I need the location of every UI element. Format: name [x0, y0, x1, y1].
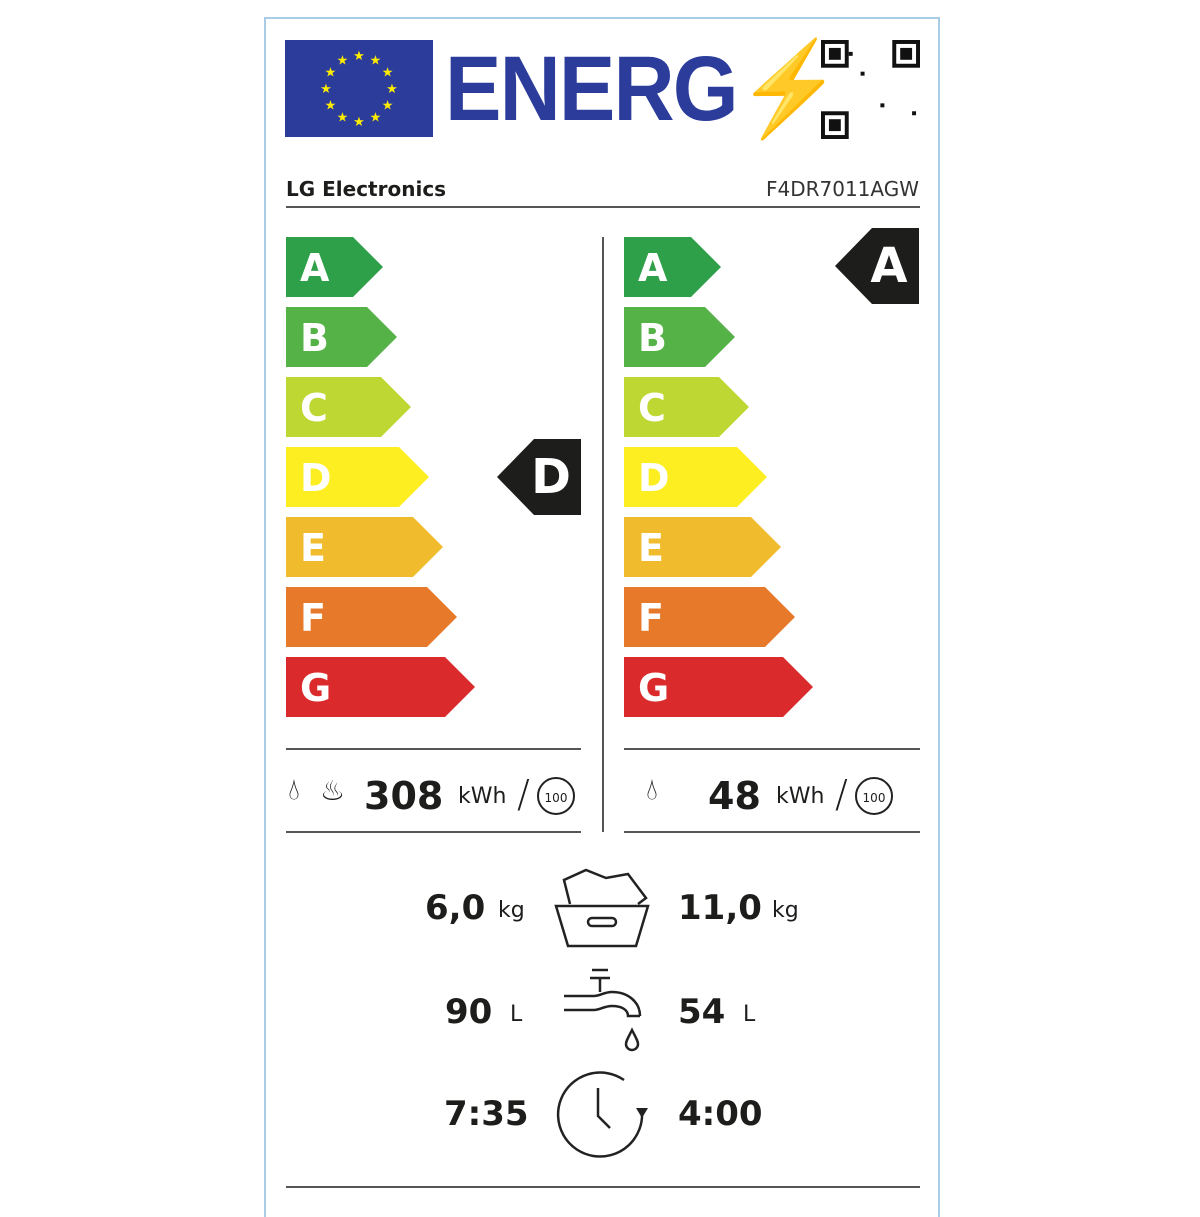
divider	[286, 748, 581, 750]
water-tap-icon	[564, 968, 642, 1052]
class-label-d: D	[300, 456, 332, 500]
water-unit: L	[743, 1002, 756, 1027]
class-arrow-c	[286, 377, 411, 437]
wash-capacity: 11,0	[678, 888, 762, 928]
brand-name: LG Electronics	[286, 177, 447, 201]
class-arrow-g	[624, 657, 813, 717]
class-label-e: E	[638, 526, 664, 570]
class-label-a: A	[300, 246, 330, 290]
class-label-a: A	[638, 246, 668, 290]
water-drop-icon: 💧︎	[646, 772, 658, 807]
water-drop-icon: 💧︎	[288, 772, 300, 807]
class-label-b: B	[638, 316, 667, 360]
class-label-c: C	[300, 386, 328, 430]
divider	[286, 1186, 920, 1188]
class-arrow-g	[286, 657, 475, 717]
star-icon: ★	[353, 49, 365, 64]
wash-duration: 4:00	[678, 1094, 763, 1134]
divider	[624, 748, 920, 750]
laundry-basket-icon	[554, 868, 650, 948]
class-arrow-e	[286, 517, 443, 577]
class-arrow-c	[624, 377, 749, 437]
star-icon: ★	[370, 53, 382, 68]
slash: /	[835, 772, 848, 816]
svg-text:D: D	[531, 449, 571, 505]
divider	[286, 831, 581, 833]
energy-logo-text: ENERG	[445, 38, 739, 140]
washdry-capacity: 6,0	[425, 888, 486, 928]
star-icon: ★	[386, 82, 398, 97]
energy-logo: ENERG⚡	[445, 36, 842, 143]
class-label-d: D	[638, 456, 670, 500]
class-label-c: C	[638, 386, 666, 430]
eu-flag-icon: ★ ★★★★★★★★★★★	[285, 40, 433, 137]
heat-icon: ♨︎	[320, 774, 346, 807]
wash-energy-unit: kWh	[776, 784, 825, 809]
star-icon: ★	[337, 111, 349, 126]
class-label-g: G	[638, 666, 669, 710]
star-icon: ★	[325, 66, 337, 81]
class-arrow-d	[624, 447, 767, 507]
star-icon: ★	[337, 53, 349, 68]
class-label-f: F	[638, 596, 664, 640]
class-arrow-f	[624, 587, 795, 647]
wash-water: 54	[678, 992, 726, 1032]
class-arrow-d	[286, 447, 429, 507]
class-arrow-a	[624, 237, 721, 297]
qr-code-icon[interactable]	[821, 40, 920, 139]
star-icon: ★	[353, 115, 365, 130]
class-arrow-b	[286, 307, 397, 367]
class-label-f: F	[300, 596, 326, 640]
clock-icon	[556, 1071, 648, 1158]
wash-energy-value: 48	[708, 774, 761, 818]
class-label-g: G	[300, 666, 331, 710]
class-arrow-f	[286, 587, 457, 647]
washdry-energy-unit: kWh	[458, 784, 507, 809]
washdry-water: 90	[445, 992, 493, 1032]
washdry-energy-value: 308	[364, 774, 444, 818]
wash-class-indicator: A	[835, 228, 919, 304]
svg-text:A: A	[870, 238, 907, 294]
star-icon: ★	[382, 99, 394, 114]
divider	[624, 831, 920, 833]
header-divider	[286, 206, 920, 208]
star-icon: ★	[320, 82, 332, 97]
washdry-duration: 7:35	[444, 1094, 529, 1134]
label-frame	[264, 17, 940, 1217]
star-icon: ★	[370, 111, 382, 126]
star-icon: ★	[325, 99, 337, 114]
washdry-class-indicator: D	[497, 439, 581, 515]
class-arrow-b	[624, 307, 735, 367]
capacity-unit: kg	[498, 898, 525, 923]
column-divider	[602, 237, 604, 832]
cycle-icon: 100	[855, 777, 893, 815]
class-label-e: E	[300, 526, 326, 570]
slash: /	[517, 772, 530, 816]
water-unit: L	[510, 1002, 523, 1027]
class-arrow-e	[624, 517, 781, 577]
capacity-unit: kg	[772, 898, 799, 923]
class-label-b: B	[300, 316, 329, 360]
cycle-icon: 100	[537, 777, 575, 815]
class-arrow-a	[286, 237, 383, 297]
star-icon: ★	[382, 66, 394, 81]
model-number: F4DR7011AGW	[765, 177, 919, 201]
